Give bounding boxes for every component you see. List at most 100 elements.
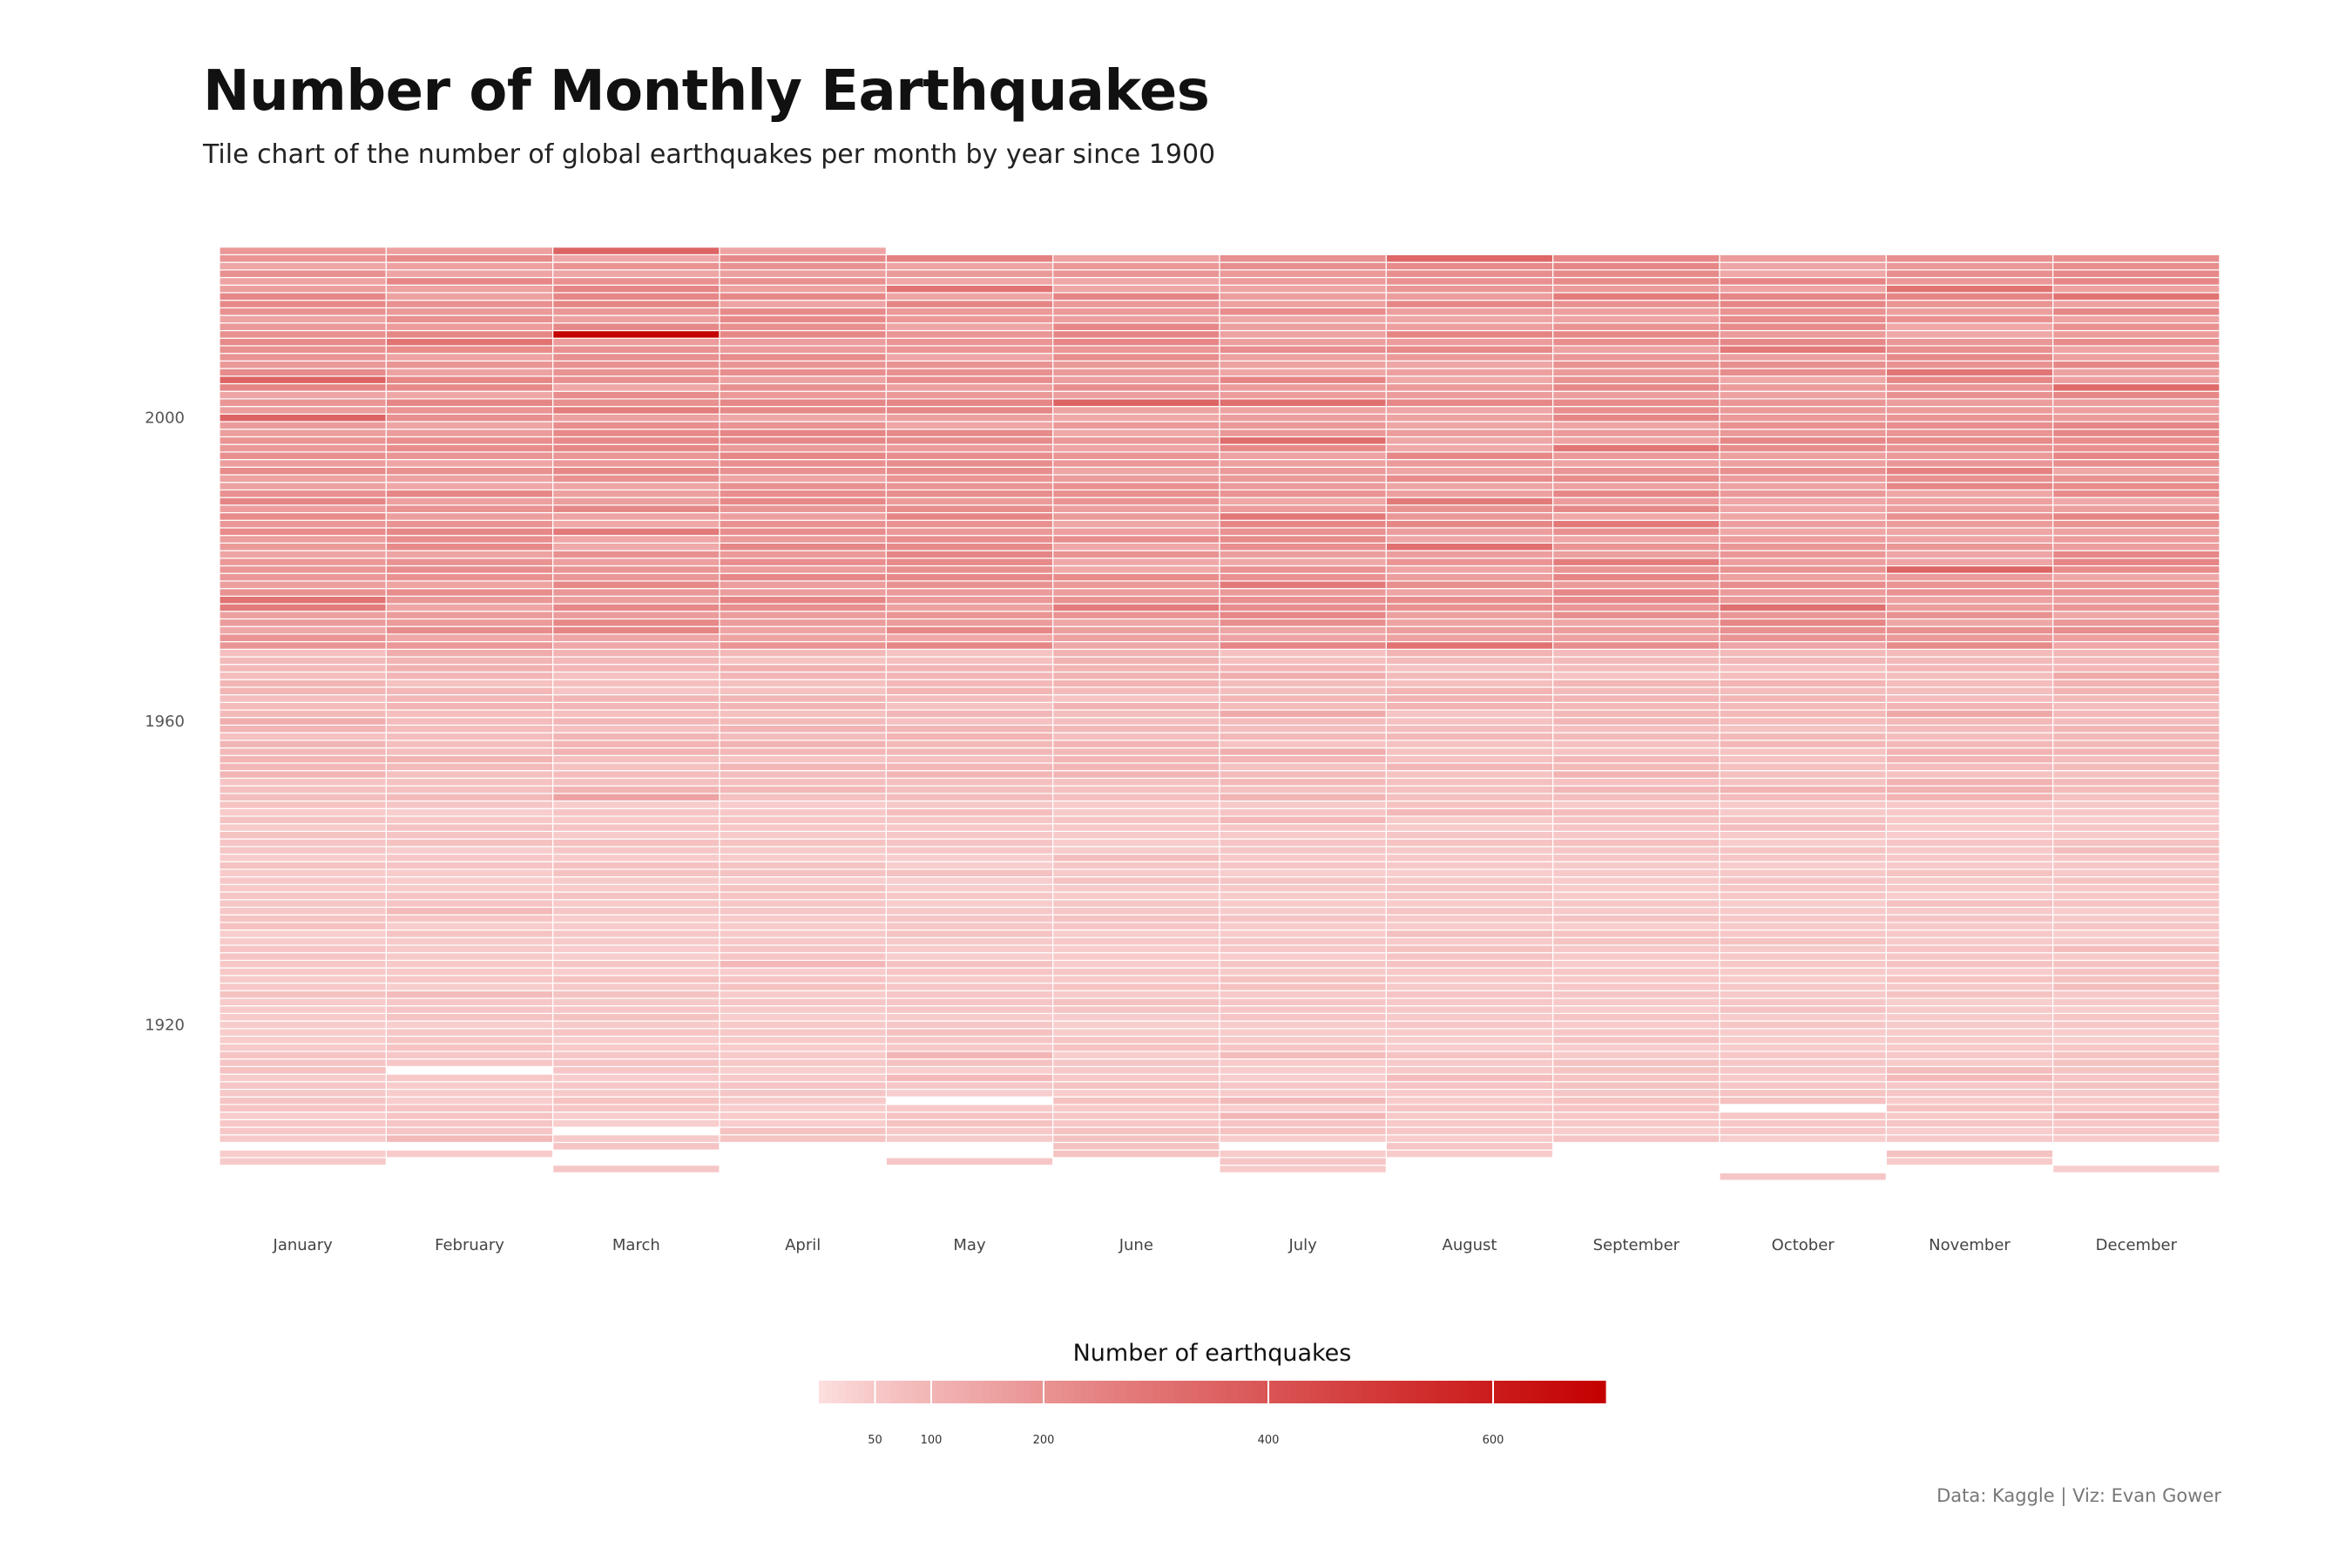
heatmap-tile: [1385, 883, 1554, 893]
heatmap-tile: [885, 952, 1054, 962]
legend-color-step: [1284, 1381, 1292, 1403]
heatmap-tile: [219, 1157, 387, 1166]
heatmap-tile: [2052, 815, 2220, 825]
heatmap-tile: [1719, 269, 1887, 279]
legend-color-step: [1277, 1381, 1285, 1403]
heatmap-tile: [2052, 1005, 2220, 1014]
caption: Data: Kaggle | Viz: Evan Gower: [1936, 1485, 2221, 1506]
legend-color-step: [1232, 1381, 1240, 1403]
heatmap-tile: [219, 891, 387, 901]
heatmap-tile: [885, 823, 1054, 832]
heatmap-tile: [1719, 292, 1887, 301]
heatmap-tile: [1385, 648, 1554, 658]
heatmap-tile: [552, 679, 720, 688]
heatmap-tile: [1052, 527, 1220, 537]
heatmap-tile: [1719, 876, 1887, 885]
heatmap-tile: [1385, 1141, 1554, 1151]
heatmap-tile: [1219, 588, 1387, 597]
heatmap-tile: [719, 625, 887, 635]
heatmap-tile: [1385, 269, 1554, 279]
heatmap-tile: [1052, 1112, 1220, 1120]
heatmap-tile: [719, 876, 887, 885]
heatmap-tile: [2052, 975, 2220, 984]
heatmap-tile: [385, 329, 554, 339]
heatmap-tile: [885, 300, 1054, 308]
heatmap-tile: [1385, 1119, 1554, 1128]
heatmap-tile: [885, 1020, 1054, 1030]
heatmap-tile: [552, 489, 720, 498]
heatmap-tile: [1219, 808, 1387, 817]
legend-tick-label: 400: [1258, 1434, 1280, 1447]
legend-color-step: [1389, 1381, 1396, 1403]
legend-color-step: [1422, 1381, 1429, 1403]
heatmap-tile: [1219, 853, 1387, 862]
heatmap-tile: [1219, 1119, 1387, 1128]
heatmap-tile: [885, 1035, 1054, 1044]
heatmap-tile: [1385, 785, 1554, 794]
heatmap-tile: [1052, 329, 1220, 339]
heatmap-tile: [1885, 276, 2054, 286]
heatmap-tile: [1719, 740, 1887, 749]
heatmap-tile: [219, 1005, 387, 1014]
heatmap-tile: [552, 482, 720, 491]
heatmap-tile: [885, 1134, 1054, 1144]
heatmap-tile: [1885, 558, 2054, 567]
heatmap-tile: [1385, 535, 1554, 544]
heatmap-tile: [1885, 808, 2054, 817]
heatmap-tile: [719, 914, 887, 923]
heatmap-tile: [1552, 982, 1720, 991]
heatmap-tile: [2052, 701, 2220, 711]
heatmap-tile: [219, 603, 387, 612]
heatmap-tile: [1219, 754, 1387, 764]
heatmap-tile: [219, 861, 387, 870]
heatmap-tile: [1719, 785, 1887, 794]
heatmap-tile: [1552, 891, 1720, 901]
legend-color-step: [858, 1381, 866, 1403]
heatmap-tile: [885, 390, 1054, 400]
heatmap-tile: [2052, 300, 2220, 308]
heatmap-tile: [885, 785, 1054, 794]
heatmap-tile: [385, 504, 554, 514]
heatmap-tile: [552, 815, 720, 825]
heatmap-tile: [1219, 686, 1387, 696]
legend-color-step: [1271, 1381, 1279, 1403]
heatmap-tile: [1719, 603, 1887, 612]
heatmap-tile: [2052, 717, 2220, 727]
legend-color-step: [1113, 1381, 1121, 1403]
heatmap-tile: [1219, 564, 1387, 574]
heatmap-tile: [1219, 633, 1387, 643]
heatmap-tile: [1385, 564, 1554, 574]
heatmap-tile: [1552, 838, 1720, 848]
x-tick-label: January: [273, 1236, 334, 1254]
heatmap-tile: [719, 413, 887, 422]
heatmap-tile: [1885, 618, 2054, 627]
heatmap-tile: [1885, 261, 2054, 271]
heatmap-tile: [1719, 1012, 1887, 1022]
heatmap-tile: [219, 337, 387, 347]
heatmap-tile: [552, 611, 720, 620]
heatmap-tile: [2052, 261, 2220, 271]
heatmap-tile: [219, 671, 387, 680]
heatmap-tile: [2052, 823, 2220, 832]
heatmap-tile: [219, 906, 387, 916]
legend-color-step: [1179, 1381, 1186, 1403]
heatmap-tile: [1219, 284, 1387, 294]
legend-color-step: [1192, 1381, 1200, 1403]
heatmap-tile: [719, 830, 887, 840]
heatmap-tile: [885, 625, 1054, 635]
heatmap-tile: [1719, 527, 1887, 537]
heatmap-tile: [1052, 489, 1220, 498]
heatmap-tile: [552, 770, 720, 779]
heatmap-tile: [385, 1112, 554, 1120]
heatmap-tile: [1885, 1088, 2054, 1098]
heatmap-tile: [552, 808, 720, 817]
heatmap-tile: [219, 1134, 387, 1144]
heatmap-tile: [1052, 1028, 1220, 1037]
x-axis: January February March April May June July Augu…: [273, 1236, 2178, 1254]
heatmap-tile: [2052, 595, 2220, 605]
heatmap-tile: [219, 1028, 387, 1037]
heatmap-tile: [1885, 1081, 2054, 1091]
heatmap-tile: [719, 368, 887, 377]
heatmap-tile: [219, 868, 387, 878]
heatmap-tile: [1219, 861, 1387, 870]
